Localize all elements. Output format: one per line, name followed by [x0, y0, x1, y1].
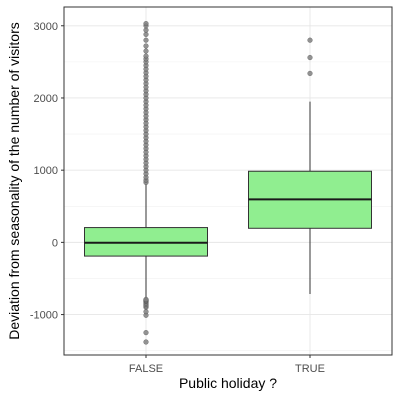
outlier-point-true [307, 70, 313, 77]
y-tick-label: -1000 [30, 310, 58, 322]
axis-layer: -1000 0 1000 2000 3000 FALSE TRUE [30, 21, 325, 375]
y-tick-label: 3000 [34, 21, 58, 33]
outlier-point-false [143, 27, 149, 33]
outlier-point-false [143, 48, 149, 54]
outlier-point-false [143, 53, 149, 59]
x-tick-label: TRUE [295, 363, 325, 375]
plot-border [63, 6, 393, 356]
y-tick-label: 1000 [34, 165, 58, 177]
outlier-point-false [143, 43, 149, 49]
outlier-point-false [143, 339, 149, 345]
y-tick-label: 2000 [34, 93, 58, 105]
outlier-point-false [143, 37, 149, 43]
x-tick-label: FALSE [129, 363, 163, 375]
outlier-point-false [143, 296, 149, 303]
outlier-point-false [143, 31, 149, 38]
outlier-point-true [307, 54, 313, 61]
outlier-point-true [307, 37, 313, 43]
y-tick-label: 0 [52, 237, 58, 249]
x-axis-title: Public holiday ? [179, 375, 277, 391]
box-layer [84, 20, 372, 345]
outlier-point-false [143, 329, 149, 336]
y-axis-title: Deviation from seasonality of the number… [6, 22, 22, 339]
outlier-point-false [143, 309, 149, 315]
outlier-point-false [143, 20, 149, 27]
